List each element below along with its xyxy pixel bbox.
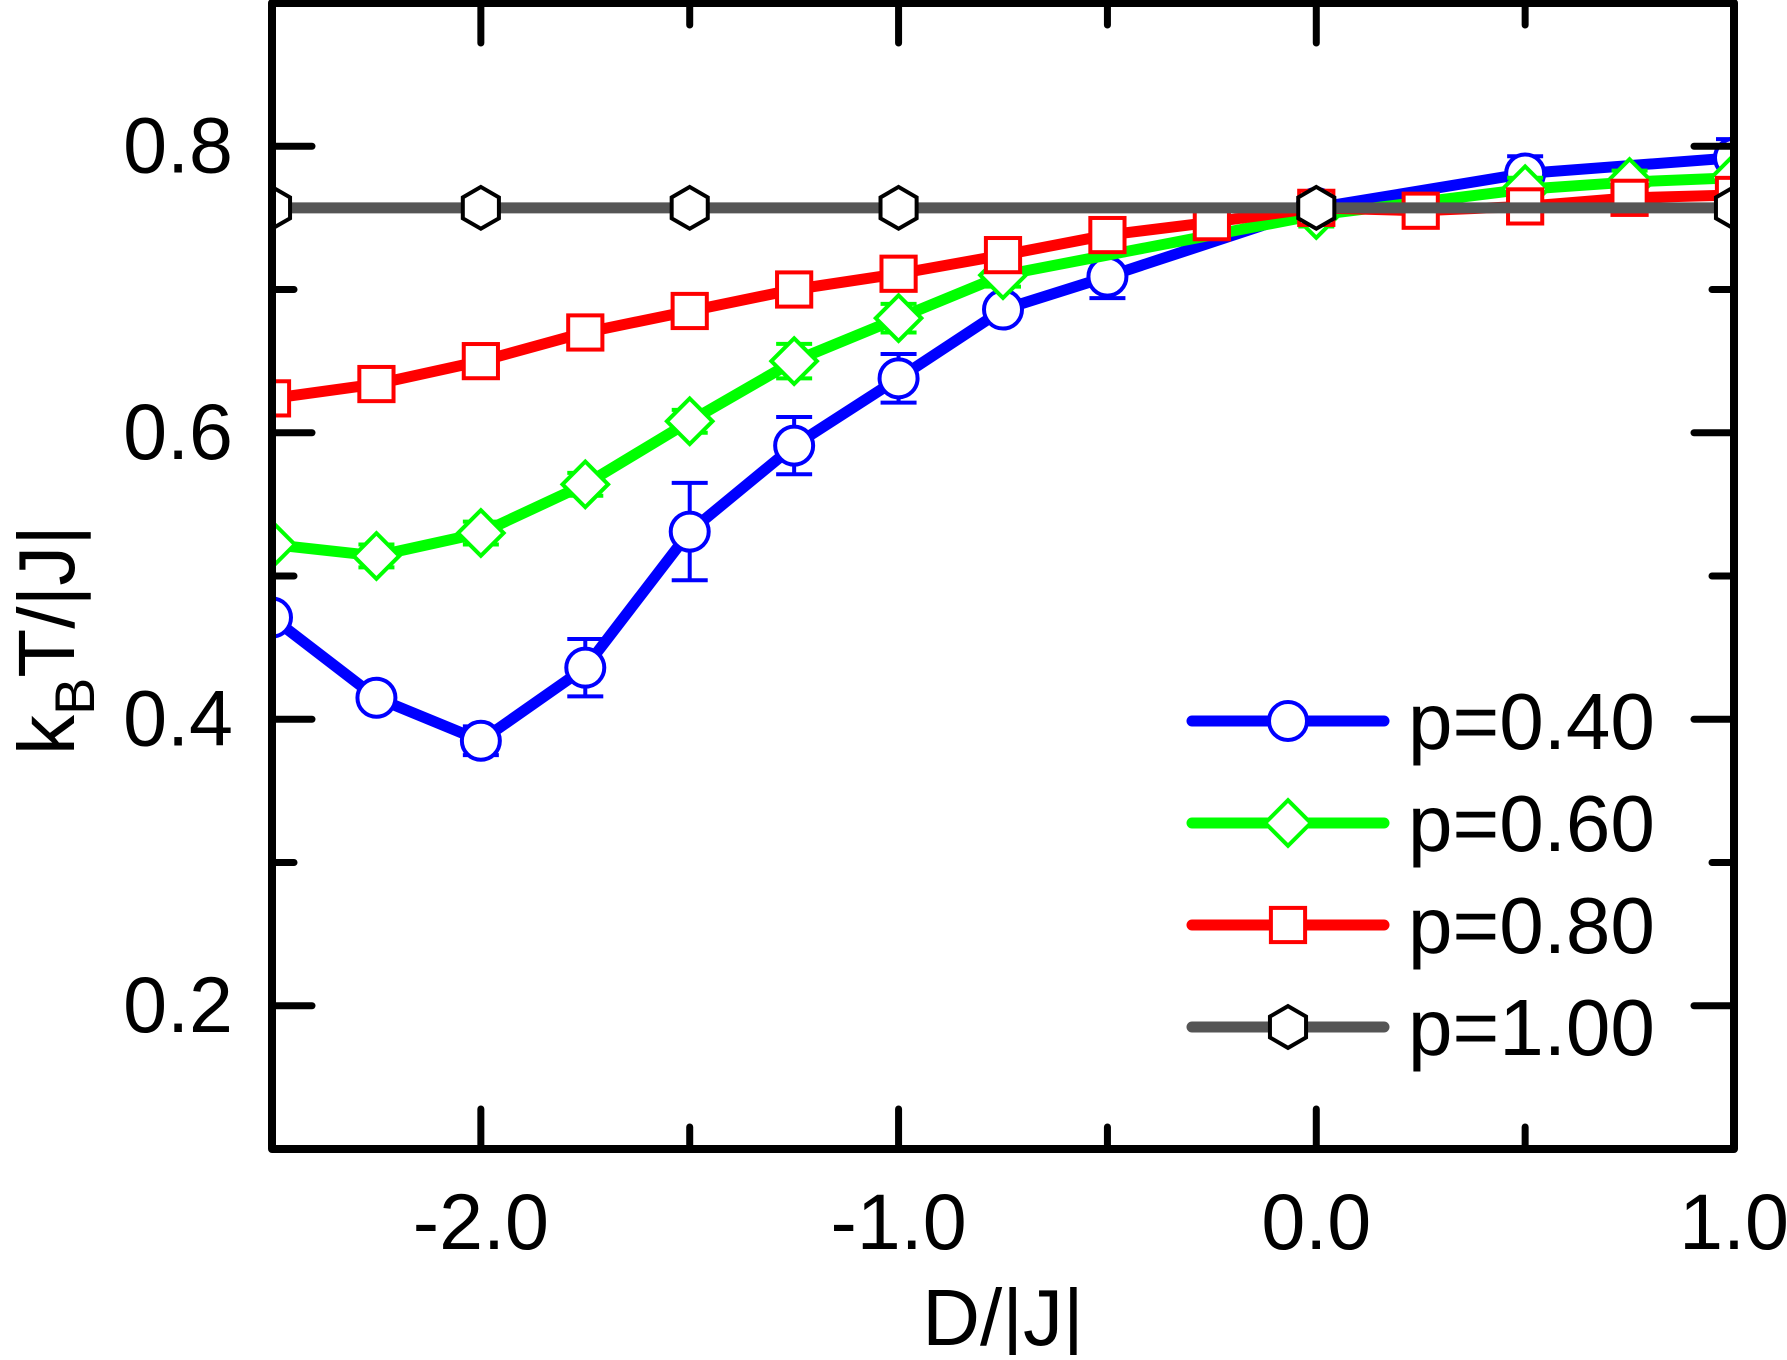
legend-item: p=0.40 [1186,677,1655,766]
legend-label: p=1.00 [1408,983,1655,1072]
square-marker [775,270,814,309]
square-marker [272,379,292,418]
hexagon-marker [878,184,919,232]
legend-item: p=1.00 [1186,983,1655,1072]
hexagon-marker [272,184,293,232]
circle-marker [877,357,920,400]
x-tick-label: 1.0 [1679,1177,1787,1266]
legend-label: p=0.80 [1408,881,1655,970]
square-marker [357,364,396,404]
y-axis-label-subscript: B [43,678,106,715]
diamond-marker [559,458,611,510]
circle-marker [773,424,816,467]
circle-marker [459,719,502,762]
x-tick-label: -2.0 [413,1177,549,1266]
x-tick-label: -1.0 [831,1177,967,1266]
circle-marker [1086,255,1129,298]
diamond-marker [272,518,298,571]
circle-marker [668,510,711,553]
diamond-marker [350,530,403,582]
diamond-marker [455,507,507,559]
diamond-marker [872,292,925,344]
circle-marker [272,596,293,639]
diamond-marker [768,335,820,387]
hexagon-marker [1713,184,1734,232]
square-marker [1088,215,1127,255]
square-marker [983,236,1023,275]
y-axis-label-rest: T/|J| [2,525,91,678]
y-tick-label: 0.2 [123,960,233,1049]
series-p-0-40 [272,136,1734,762]
series-p-1-00 [272,184,1734,232]
square-marker [566,313,605,352]
circle-marker [355,676,398,719]
legend: p=0.40 p=0.60 p=0.80 p=1.00 [1186,677,1655,1072]
diamond-legend-icon [1262,797,1314,849]
axis-ticks [268,0,1738,1153]
x-axis-tick-labels: -2.0 -1.0 0.0 1.0 [413,1177,1787,1266]
legend-label: p=0.40 [1408,677,1655,766]
hexagon-marker [669,184,710,232]
hexagon-marker [460,184,501,232]
y-axis-tick-labels: 0.2 0.4 0.6 0.8 [123,100,233,1049]
hexagon-legend-icon [1267,1003,1309,1051]
circle-marker [564,646,607,689]
y-tick-label: 0.4 [123,673,233,762]
y-axis-label-k: k [2,714,91,755]
y-tick-label: 0.6 [123,387,233,476]
x-tick-label: 0.0 [1261,1177,1371,1266]
series-p-0-80 [272,175,1734,418]
square-legend-icon [1268,905,1308,945]
legend-item: p=0.60 [1186,779,1655,868]
square-marker [670,291,709,331]
data-series-layer [272,136,1734,762]
x-axis-label: D/|J| [922,1273,1084,1355]
square-marker [879,254,918,293]
hexagon-marker [1296,184,1337,232]
svg-text:kBT/|J|: kBT/|J| [2,525,106,755]
legend-item: p=0.80 [1186,881,1655,970]
y-axis-label: kBT/|J| [2,525,106,755]
legend-label: p=0.60 [1408,779,1655,868]
square-marker [461,342,500,381]
circle-legend-icon [1267,700,1309,742]
diamond-marker [664,395,716,447]
y-tick-label: 0.8 [123,100,233,189]
